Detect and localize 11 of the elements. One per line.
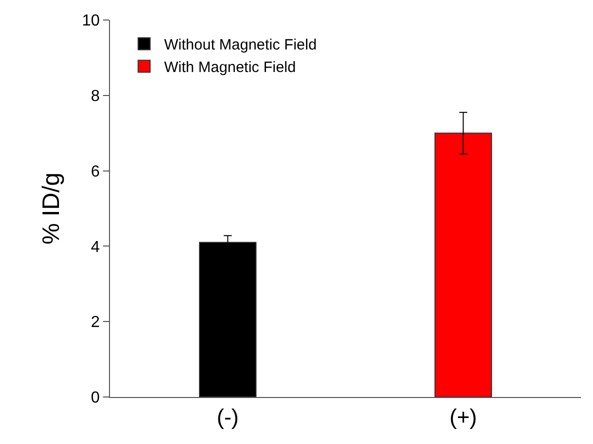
y-tick-label: 8	[90, 88, 100, 105]
y-tick-label: 6	[90, 163, 100, 180]
legend-label: Without Magnetic Field	[164, 36, 317, 54]
y-tick-label: 0	[90, 390, 100, 407]
legend-label: With Magnetic Field	[164, 59, 296, 76]
y-tick-label: 10	[82, 12, 100, 30]
x-tick-label: (+)	[450, 404, 477, 430]
y-tick-label: 4	[90, 238, 100, 256]
y-tick-label: 2	[90, 314, 100, 332]
y-axis-title: % ID/g	[38, 172, 66, 245]
x-tick-label: (-)	[216, 404, 239, 430]
